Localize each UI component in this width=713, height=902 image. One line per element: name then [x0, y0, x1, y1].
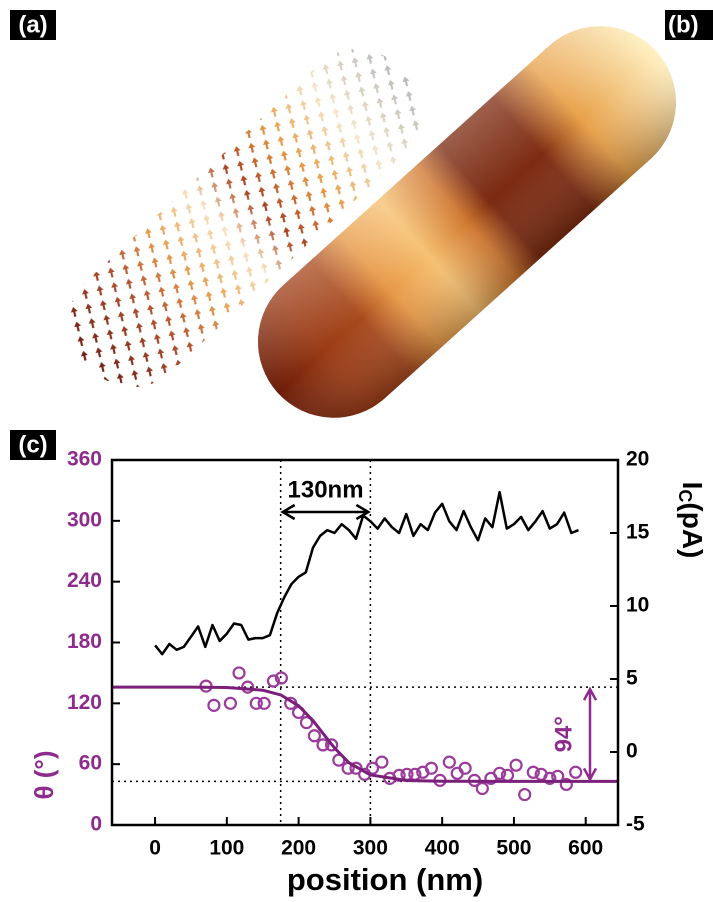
plot: 0 100 200 300 400 500 600 0 60 120 180 240 300 360 -5 0…	[29, 448, 708, 898]
y2-tick-label: 5	[626, 667, 638, 690]
data-point	[249, 696, 263, 710]
span-arrow	[280, 503, 371, 521]
panel-label-c: (c)	[10, 430, 56, 460]
data-point	[543, 771, 557, 785]
y-tick-label: 300	[67, 508, 102, 531]
panel-label: (a)	[18, 11, 47, 38]
data-point	[223, 696, 238, 710]
y-tick-label: 360	[67, 448, 102, 471]
y2-axis-label: IC(pA)	[675, 482, 707, 559]
x-tick-label: 200	[281, 837, 316, 860]
panel-label: (b)	[668, 11, 699, 38]
data-line	[112, 685, 618, 783]
annotation: 130nm	[288, 476, 364, 503]
y-tick-label: 0	[90, 813, 102, 836]
data-point	[458, 761, 472, 775]
data-point	[241, 680, 255, 694]
y2-axis-label-sub: C	[675, 489, 695, 502]
data-point	[509, 758, 523, 772]
y-tick-label: 60	[79, 752, 102, 775]
x-tick-label: 400	[425, 837, 460, 860]
data-point	[307, 729, 321, 743]
spin-texture	[68, 48, 422, 388]
data-point	[232, 666, 246, 680]
y2-axis-label-part: I	[677, 482, 708, 490]
data-point	[257, 696, 271, 710]
y2-tick-label: 0	[626, 740, 638, 763]
data-point	[526, 765, 540, 779]
y-tick-label: 180	[67, 630, 102, 653]
panel-label: (c)	[18, 431, 47, 458]
data-point	[274, 671, 288, 685]
data-point	[207, 698, 221, 712]
data-point	[325, 738, 339, 752]
span-arrow	[582, 686, 598, 783]
data-point	[375, 755, 389, 769]
y-tick-label: 120	[67, 691, 102, 714]
data-point	[442, 755, 456, 769]
x-tick-label: 300	[353, 837, 388, 860]
data-point	[475, 781, 489, 796]
y2-tick-label: 20	[626, 448, 649, 471]
y-tick-label: 240	[67, 569, 102, 592]
x-tick-label: 500	[496, 837, 531, 860]
data-point	[424, 761, 438, 775]
y2-tick-label: -5	[626, 813, 645, 836]
y-axis-label: θ (°)	[29, 751, 59, 800]
annotation: 94°	[550, 716, 577, 752]
data-point	[569, 765, 583, 779]
panel-label-b: (b)	[665, 10, 713, 40]
x-tick-label: 100	[209, 837, 244, 860]
x-tick-label: 0	[149, 837, 161, 860]
data-point	[518, 787, 532, 802]
x-tick-label: 600	[568, 837, 603, 860]
y2-tick-label: 15	[626, 521, 650, 544]
data-point	[266, 674, 281, 688]
y2-axis-label-part: (pA)	[677, 502, 708, 558]
y2-tick-label: 10	[626, 594, 649, 617]
data-point	[559, 777, 573, 792]
x-axis-label: position (nm)	[287, 862, 483, 897]
capsule-image	[257, 26, 677, 418]
data-line	[154, 490, 579, 656]
data-point	[299, 715, 314, 730]
panel-label-a: (a)	[10, 10, 56, 40]
data-point	[492, 766, 507, 780]
data-point	[316, 738, 330, 752]
